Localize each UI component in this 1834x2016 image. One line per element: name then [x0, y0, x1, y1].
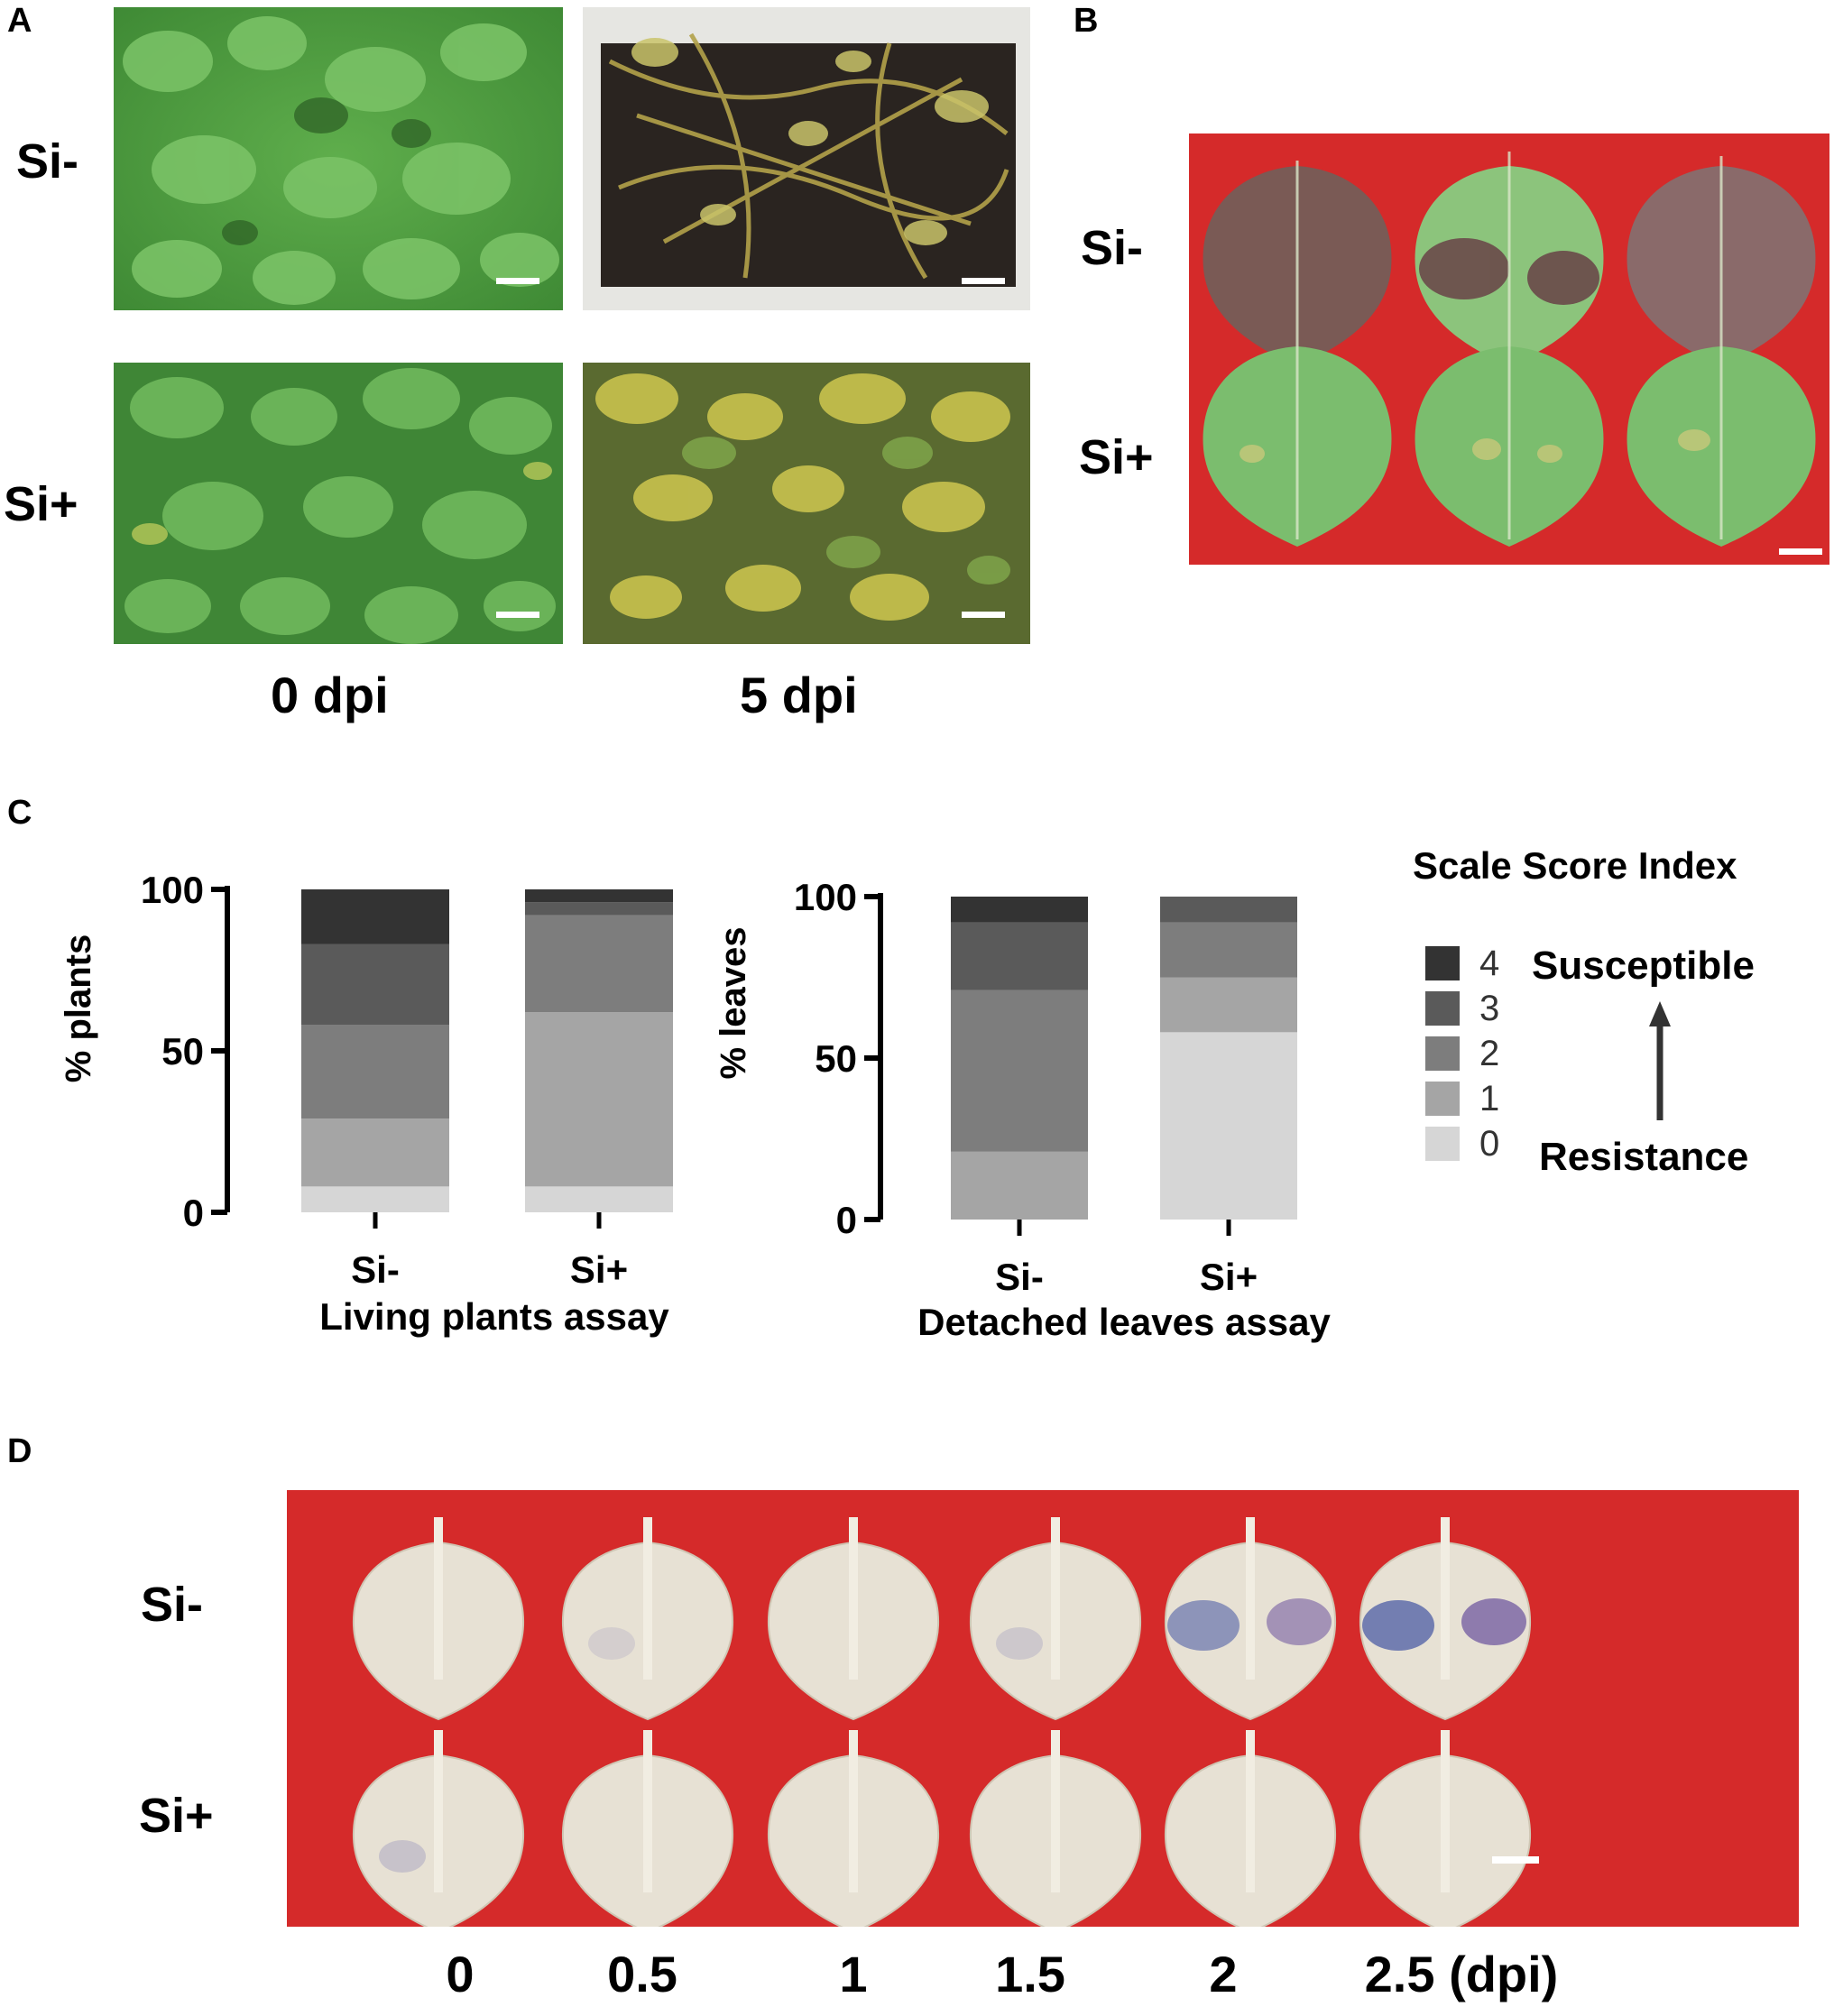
chart1-y-tick-label: 0 — [183, 1192, 204, 1234]
legend-score-label: 1 — [1479, 1078, 1500, 1118]
chart2-x-tick-label: Si+ — [1200, 1256, 1258, 1298]
legend-item: 3 — [1425, 989, 1499, 1028]
panel-letter-b: B — [1074, 2, 1099, 40]
arrow-up-icon — [1649, 1001, 1671, 1120]
panel-letter-d: D — [7, 1432, 32, 1470]
legend-score-label: 3 — [1479, 988, 1500, 1028]
photo-trypan-stained-leaves — [287, 1490, 1799, 1927]
chart1-bar-Si+-score-3 — [525, 902, 673, 916]
stained-leaf — [969, 1517, 1142, 1721]
legend-top-label: Susceptible — [1532, 944, 1755, 988]
chart2-bar-Si+-score-3 — [1160, 897, 1297, 923]
panel-letter-a: A — [7, 2, 32, 40]
stained-leaf — [1164, 1730, 1337, 1927]
chart1-bar-Si+-score-4 — [525, 889, 673, 903]
legend-item: 1 — [1425, 1079, 1499, 1118]
chart1-x-tick-label: Si- — [351, 1248, 400, 1291]
legend-score-label: 4 — [1479, 943, 1500, 983]
legend-bottom-label: Resistance — [1539, 1135, 1749, 1179]
legend-swatch — [1425, 1127, 1460, 1161]
chart1-x-axis-label: Living plants assay — [319, 1295, 669, 1338]
chart2-bar-Si--score-1 — [951, 1151, 1088, 1220]
panel-d-timepoint-label: 2 — [1209, 1946, 1238, 2002]
stained-leaf — [767, 1517, 940, 1721]
stained-leaf — [561, 1517, 734, 1721]
legend: 4 3 2 1 0 — [1425, 944, 1642, 1164]
scale-bar — [1492, 1856, 1539, 1864]
legend-item: 2 — [1425, 1034, 1499, 1073]
chart2-bar-Si--score-3 — [951, 922, 1088, 990]
stained-leaf — [1359, 1517, 1532, 1721]
panel-d-timepoint-label: 0.5 — [607, 1946, 677, 2002]
chart1-bar-Si--score-0 — [301, 1186, 449, 1212]
panel-a-time-label-5dpi: 5 dpi — [740, 667, 858, 723]
panel-d-timepoint-label: 0 — [446, 1946, 475, 2002]
chart1-bar-Si--score-4 — [301, 889, 449, 944]
legend-score-label: 2 — [1479, 1033, 1500, 1073]
chart-living-plants: % plants Living plants assay 0 50 100 Si- Si… — [59, 869, 673, 1338]
photo-si-plus-0dpi — [114, 363, 563, 644]
scale-bar — [496, 612, 539, 618]
legend-swatch — [1425, 1036, 1460, 1071]
photo-si-minus-5dpi — [583, 7, 1030, 310]
scale-bar — [962, 612, 1005, 618]
chart2-y-tick-label: 50 — [815, 1037, 857, 1080]
stained-leaf — [1164, 1517, 1337, 1721]
chart2-y-tick-label: 100 — [794, 876, 857, 918]
chart2-x-tick-label: Si- — [995, 1256, 1044, 1298]
chart1-bar-Si--score-3 — [301, 944, 449, 1026]
chart2-y-tick-label: 0 — [836, 1199, 857, 1241]
panel-b-row-label-si-minus: Si- — [1081, 221, 1144, 275]
panel-a-time-label-0dpi: 0 dpi — [271, 667, 389, 723]
panel-d-row-label-si-minus: Si- — [141, 1578, 204, 1632]
legend-title: Scale Score Index — [1413, 844, 1737, 887]
chart1-bar-Si+-score-0 — [525, 1186, 673, 1212]
panel-d-timepoints: 0 0.5 1 1.5 2 2.5 (dpi) — [0, 1945, 1834, 2008]
chart1-y-tick-label: 50 — [161, 1030, 204, 1072]
panel-a-row-label-si-minus: Si- — [16, 134, 79, 189]
panel-c-charts: % plants Living plants assay 0 50 100 Si- Si… — [59, 869, 1331, 1343]
photo-si-minus-0dpi — [114, 7, 563, 310]
chart1-bar-Si+-score-2 — [525, 915, 673, 1013]
chart1-bar-Si+-score-1 — [525, 1012, 673, 1187]
scale-bar — [1779, 548, 1822, 555]
panel-d-row-label-si-plus: Si+ — [139, 1789, 214, 1843]
stained-leaf — [969, 1730, 1142, 1927]
chart2-bar-Si+-score-2 — [1160, 922, 1297, 978]
chart2-bar-Si--score-2 — [951, 990, 1088, 1152]
chart1-bar-Si--score-2 — [301, 1025, 449, 1119]
chart2-bar-Si+-score-1 — [1160, 977, 1297, 1033]
panel-d-timepoint-label: 1 — [839, 1946, 868, 2002]
panel-d-timepoint-label: 2.5 (dpi) — [1364, 1946, 1559, 2002]
chart1-y-tick-label: 100 — [141, 869, 204, 911]
panel-letter-c: C — [7, 794, 32, 832]
scale-bar — [496, 278, 539, 284]
legend-score-label: 0 — [1479, 1123, 1500, 1164]
photo-detached-leaves-plate — [1189, 133, 1829, 565]
panel-a-row-label-si-plus: Si+ — [4, 477, 78, 531]
panel-d-timepoint-label: 1.5 — [995, 1946, 1065, 2002]
chart2-x-axis-label: Detached leaves assay — [917, 1301, 1331, 1343]
photo-si-plus-5dpi — [583, 363, 1030, 644]
legend-item: 4 — [1425, 944, 1499, 983]
chart1-bar-Si--score-1 — [301, 1118, 449, 1187]
legend-item: 0 — [1425, 1124, 1499, 1164]
stained-leaf — [767, 1730, 940, 1927]
legend-swatch — [1425, 1082, 1460, 1116]
chart-detached-leaves: % leaves Detached leaves assay 0 50 100 Si-… — [714, 876, 1331, 1343]
chart2-bar-Si+-score-0 — [1160, 1032, 1297, 1220]
chart2-bar-Si--score-4 — [951, 897, 1088, 923]
chart1-y-axis-label: % plants — [59, 934, 98, 1082]
scale-bar — [962, 278, 1005, 284]
stained-leaf — [352, 1730, 525, 1927]
legend-swatch — [1425, 991, 1460, 1026]
panel-b-row-label-si-plus: Si+ — [1079, 430, 1154, 484]
legend-swatch — [1425, 946, 1460, 980]
stained-leaf — [561, 1730, 734, 1927]
chart1-x-tick-label: Si+ — [570, 1248, 628, 1291]
stained-leaf — [1359, 1730, 1532, 1927]
stained-leaf — [352, 1517, 525, 1721]
chart2-y-axis-label: % leaves — [714, 926, 753, 1079]
